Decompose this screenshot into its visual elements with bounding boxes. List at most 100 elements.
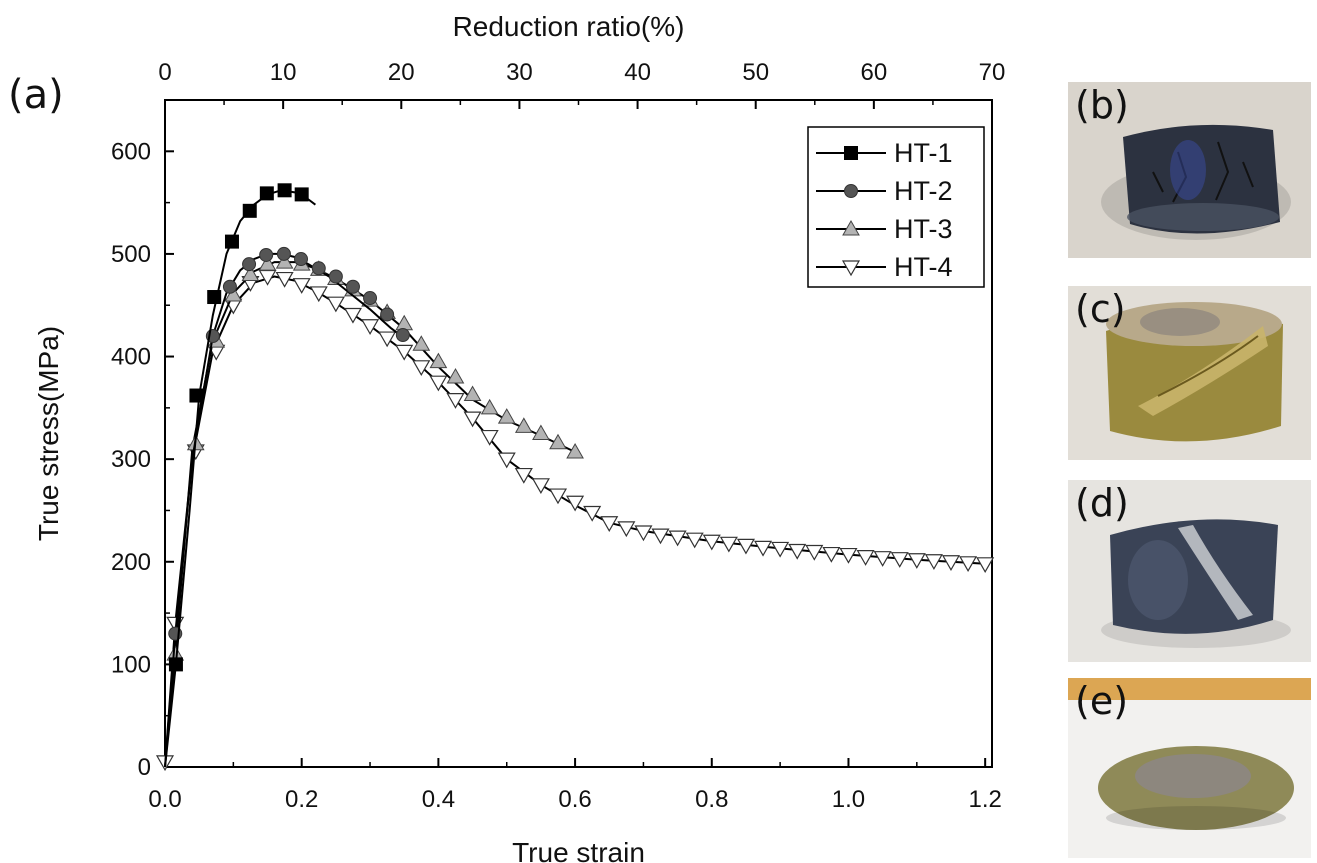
series-point-ht-2 xyxy=(328,269,343,284)
y-tick-label: 500 xyxy=(111,241,151,268)
x2-tick-label: 40 xyxy=(624,59,651,86)
x-tick-label: 1.2 xyxy=(968,786,1001,813)
photo-top-strip xyxy=(1068,678,1311,700)
x-tick-label: 0.0 xyxy=(148,786,181,813)
series-point-ht-4 xyxy=(924,554,943,570)
legend-label: HT-1 xyxy=(894,138,953,168)
series-point-ht-1 xyxy=(189,388,204,403)
series-point-ht-1 xyxy=(277,183,292,198)
series-point-ht-4 xyxy=(446,393,465,409)
series-point-ht-4 xyxy=(583,505,602,522)
series-point-ht-3 xyxy=(241,265,260,281)
photo-panel-d: (d) xyxy=(1068,480,1311,662)
x-axis-title: True strain xyxy=(512,837,645,863)
series-point-ht-4 xyxy=(514,467,533,484)
series-point-ht-2 xyxy=(259,247,274,262)
series-point-ht-4 xyxy=(702,534,721,551)
series-point-ht-2 xyxy=(380,307,395,322)
series-point-ht-3 xyxy=(224,285,243,302)
series-point-ht-4 xyxy=(412,360,431,377)
series-point-ht-4 xyxy=(822,546,841,563)
y-tick-label: 300 xyxy=(111,446,151,473)
series-point-ht-3 xyxy=(275,253,294,269)
x2-tick-label: 0 xyxy=(158,59,171,86)
x2-tick-label: 10 xyxy=(270,59,297,86)
series-line-ht-3 xyxy=(164,261,576,768)
series-point-ht-2 xyxy=(363,291,378,306)
series-point-ht-3 xyxy=(497,408,516,424)
series-point-ht-4 xyxy=(634,525,653,542)
panel-label-b: (b) xyxy=(1075,83,1129,127)
series-point-ht-3 xyxy=(463,385,482,402)
series-point-ht-4 xyxy=(754,540,773,557)
series-point-ht-3 xyxy=(514,417,533,433)
legend-marker xyxy=(841,260,861,277)
series-point-ht-4 xyxy=(873,551,892,567)
series-point-ht-2 xyxy=(222,279,237,294)
legend-label: HT-2 xyxy=(894,176,953,206)
series-point-ht-4 xyxy=(361,319,380,335)
series-point-ht-4 xyxy=(378,331,397,348)
series-line-ht-4 xyxy=(164,275,986,768)
series-point-ht-4 xyxy=(309,286,328,303)
series-point-ht-3 xyxy=(429,352,448,369)
series-point-ht-4 xyxy=(907,553,926,569)
series-point-ht-2 xyxy=(395,327,410,342)
x-tick-label: 0.2 xyxy=(285,786,318,813)
y-tick-label: 600 xyxy=(111,138,151,165)
series-point-ht-1 xyxy=(259,186,274,201)
panel-label-e: (e) xyxy=(1075,679,1129,723)
panel-label-a: (a) xyxy=(8,72,64,118)
series-point-ht-2 xyxy=(294,252,309,267)
series-point-ht-4 xyxy=(480,429,499,446)
y-tick-label: 0 xyxy=(138,754,151,781)
series-point-ht-3 xyxy=(446,368,465,384)
series-point-ht-4 xyxy=(805,544,824,561)
legend-label: HT-3 xyxy=(894,214,953,244)
series-point-ht-3 xyxy=(480,398,499,415)
series-point-ht-3 xyxy=(412,335,431,351)
series-point-ht-4 xyxy=(736,538,755,555)
series-point-ht-4 xyxy=(395,344,414,361)
panel-label-d: (d) xyxy=(1075,481,1129,525)
x2-tick-label: 20 xyxy=(388,59,415,86)
y-tick-label: 100 xyxy=(111,651,151,678)
series-point-ht-1 xyxy=(168,657,183,672)
legend-marker xyxy=(844,146,858,160)
series-line-ht-1 xyxy=(164,189,317,768)
x2-tick-label: 50 xyxy=(742,59,769,86)
series-point-ht-4 xyxy=(839,547,858,564)
series-point-ht-4 xyxy=(566,495,585,512)
series-point-ht-3 xyxy=(258,255,277,271)
series-point-ht-2 xyxy=(276,246,291,261)
series-point-ht-4 xyxy=(771,541,790,558)
series-point-ht-4 xyxy=(463,411,482,428)
series-point-ht-4 xyxy=(976,557,995,574)
series-point-ht-4 xyxy=(275,271,294,288)
series-point-ht-4 xyxy=(668,530,687,547)
x-tick-label: 0.4 xyxy=(422,786,455,813)
photo-panel-e: (e) xyxy=(1068,678,1311,858)
series-point-ht-3 xyxy=(532,424,550,440)
x2-axis-title: Reduction ratio(%) xyxy=(453,11,685,42)
x2-tick-label: 30 xyxy=(506,59,533,86)
series-point-ht-3 xyxy=(566,442,584,459)
x-tick-label: 0.8 xyxy=(695,786,728,813)
series-point-ht-1 xyxy=(207,290,222,305)
series-point-ht-4 xyxy=(531,478,550,495)
series-point-ht-2 xyxy=(242,257,257,272)
series-point-ht-4 xyxy=(719,536,738,553)
photo-panel-b: (b) xyxy=(1068,82,1311,258)
stress-strain-chart: (a) 0.0 0.2 0.4 0.6 0.8 1.0 1.2 0 10 20 30 40 50 60 70… xyxy=(8,11,1006,863)
series-point-ht-4 xyxy=(429,375,448,392)
series-point-ht-3 xyxy=(395,314,414,331)
series-point-ht-4 xyxy=(343,307,362,324)
series-point-ht-4 xyxy=(292,278,311,294)
series-point-ht-4 xyxy=(651,528,670,545)
series-point-ht-1 xyxy=(242,203,257,218)
y-tick-label: 200 xyxy=(111,549,151,576)
series-point-ht-1 xyxy=(294,187,309,202)
series-point-ht-4 xyxy=(788,543,807,560)
legend-marker xyxy=(842,219,860,236)
x2-tick-label: 70 xyxy=(979,59,1006,86)
